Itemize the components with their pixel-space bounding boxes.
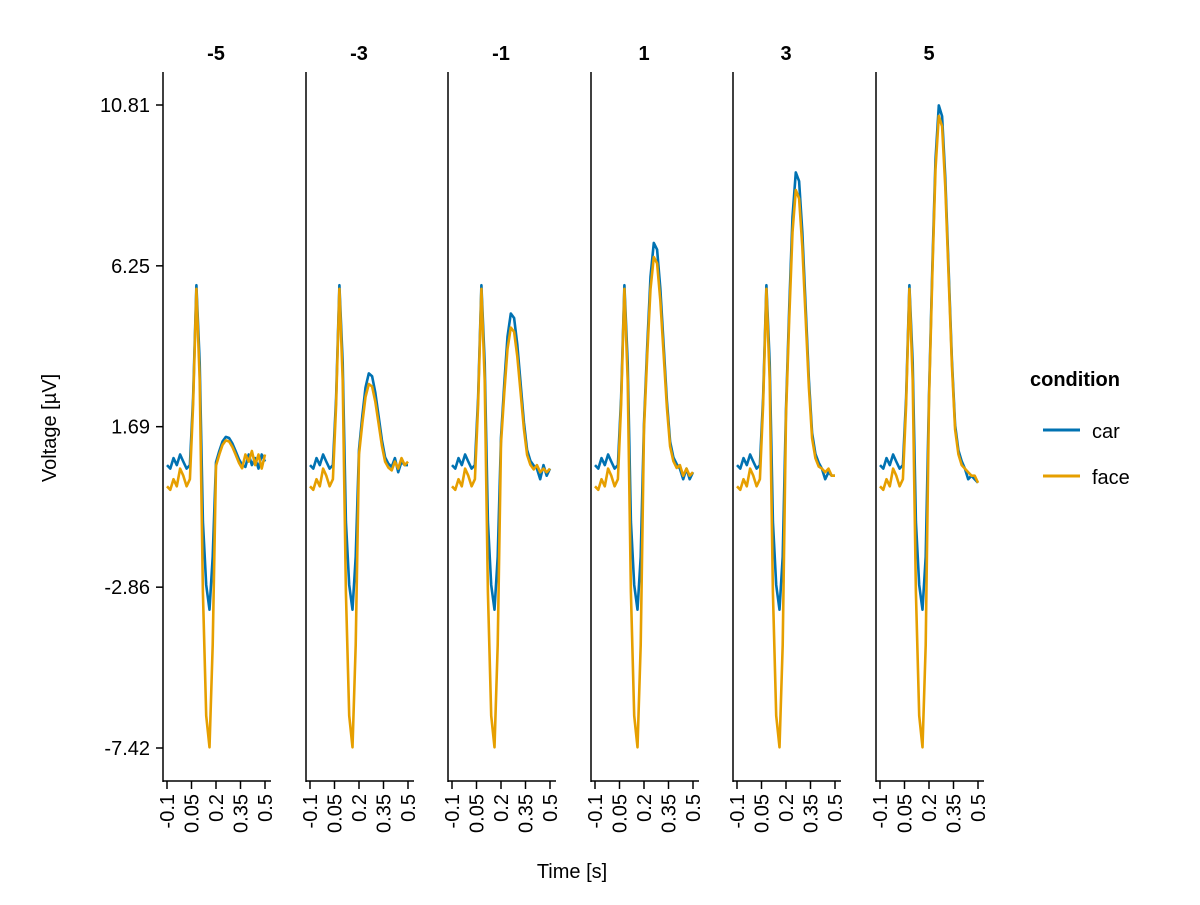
x-tick-label: 0.05 [325,794,347,833]
series-line-face [166,287,267,749]
x-tick-label: 0.35 [231,794,253,833]
y-axis-label: Voltage [µV] [39,374,61,482]
x-tick-label: -0.1 [442,794,464,828]
x-tick-label: -0.1 [300,794,322,828]
x-tick-label: 0.35 [659,794,681,833]
x-tick-label: 0.2 [206,794,228,822]
x-tick-label: 0.2 [349,794,371,822]
facet-panels: -5-0.1 0.05 0.2 0.35 0.510.816.251.69-2.86-7… [100,43,990,833]
x-tick-label: 0.5 [398,794,420,822]
x-tick-label: 0.5 [255,794,277,822]
x-tick-label: 0.5 [540,794,562,822]
panel-title: 5 [923,43,934,65]
panel-1: 1 -0.1 0.05 0.2 0.35 0.5 [585,43,705,833]
legend-label-face: face [1092,467,1130,489]
x-tick-label: 0.35 [374,794,396,833]
series-line-face [451,287,551,749]
y-tick-label: 1.69 [111,417,150,439]
legend: condition car face [1030,369,1130,489]
panel-title: -3 [350,43,368,65]
panel--1: -1 -0.1 0.05 0.2 0.35 0.5 [442,43,562,833]
x-tick-label: 0.5 [825,794,847,822]
x-tick-label: 0.2 [919,794,941,822]
x-axis-label: Time [s] [537,861,607,883]
y-tick-label: -2.86 [104,577,150,599]
series-line-face [879,114,980,749]
x-tick-label: -0.1 [870,794,892,828]
series-line-face [309,287,409,749]
series-line-face [736,188,835,749]
x-tick-label: 0.5 [683,794,705,822]
legend-label-car: car [1092,421,1120,443]
x-tick-label: -0.1 [585,794,607,828]
panel-title: -5 [207,43,225,65]
series-line-face [594,255,694,749]
y-tick-label: 6.25 [111,256,150,278]
panel-5: 5 -0.1 0.05 0.2 0.35 0.5 [870,43,990,833]
legend-title: condition [1030,369,1120,391]
panel--5: -5 -0.1 0.05 0.2 0.35 0.5 10.81 6.25 1.69 -2.86 -7… [100,43,277,833]
x-tick-label: 0.35 [801,794,823,833]
panel-title: -1 [492,43,510,65]
x-tick-label: 0.35 [516,794,538,833]
panel-title: 1 [638,43,649,65]
x-tick-label: 0.2 [491,794,513,822]
y-tick-label: 10.81 [100,95,150,117]
x-tick-label: 0.05 [752,794,774,833]
x-tick-label: 0.2 [776,794,798,822]
x-tick-label: 0.05 [895,794,917,833]
series-line-car [166,283,267,611]
x-tick-label: 0.05 [467,794,489,833]
x-tick-label: 0.2 [634,794,656,822]
x-tick-label: 0.5 [968,794,990,822]
x-tick-label: 0.35 [944,794,966,833]
panel--3: -3 -0.1 0.05 0.2 0.35 0.5 [300,43,420,833]
x-tick-label: -0.1 [727,794,749,828]
x-tick-label: 0.05 [610,794,632,833]
x-tick-label: 0.05 [182,794,204,833]
panel-3: 3 -0.1 0.05 0.2 0.35 0.5 [727,43,847,833]
x-tick-label: -0.1 [157,794,179,828]
panel-title: 3 [780,43,791,65]
y-tick-label: -7.42 [104,738,150,760]
